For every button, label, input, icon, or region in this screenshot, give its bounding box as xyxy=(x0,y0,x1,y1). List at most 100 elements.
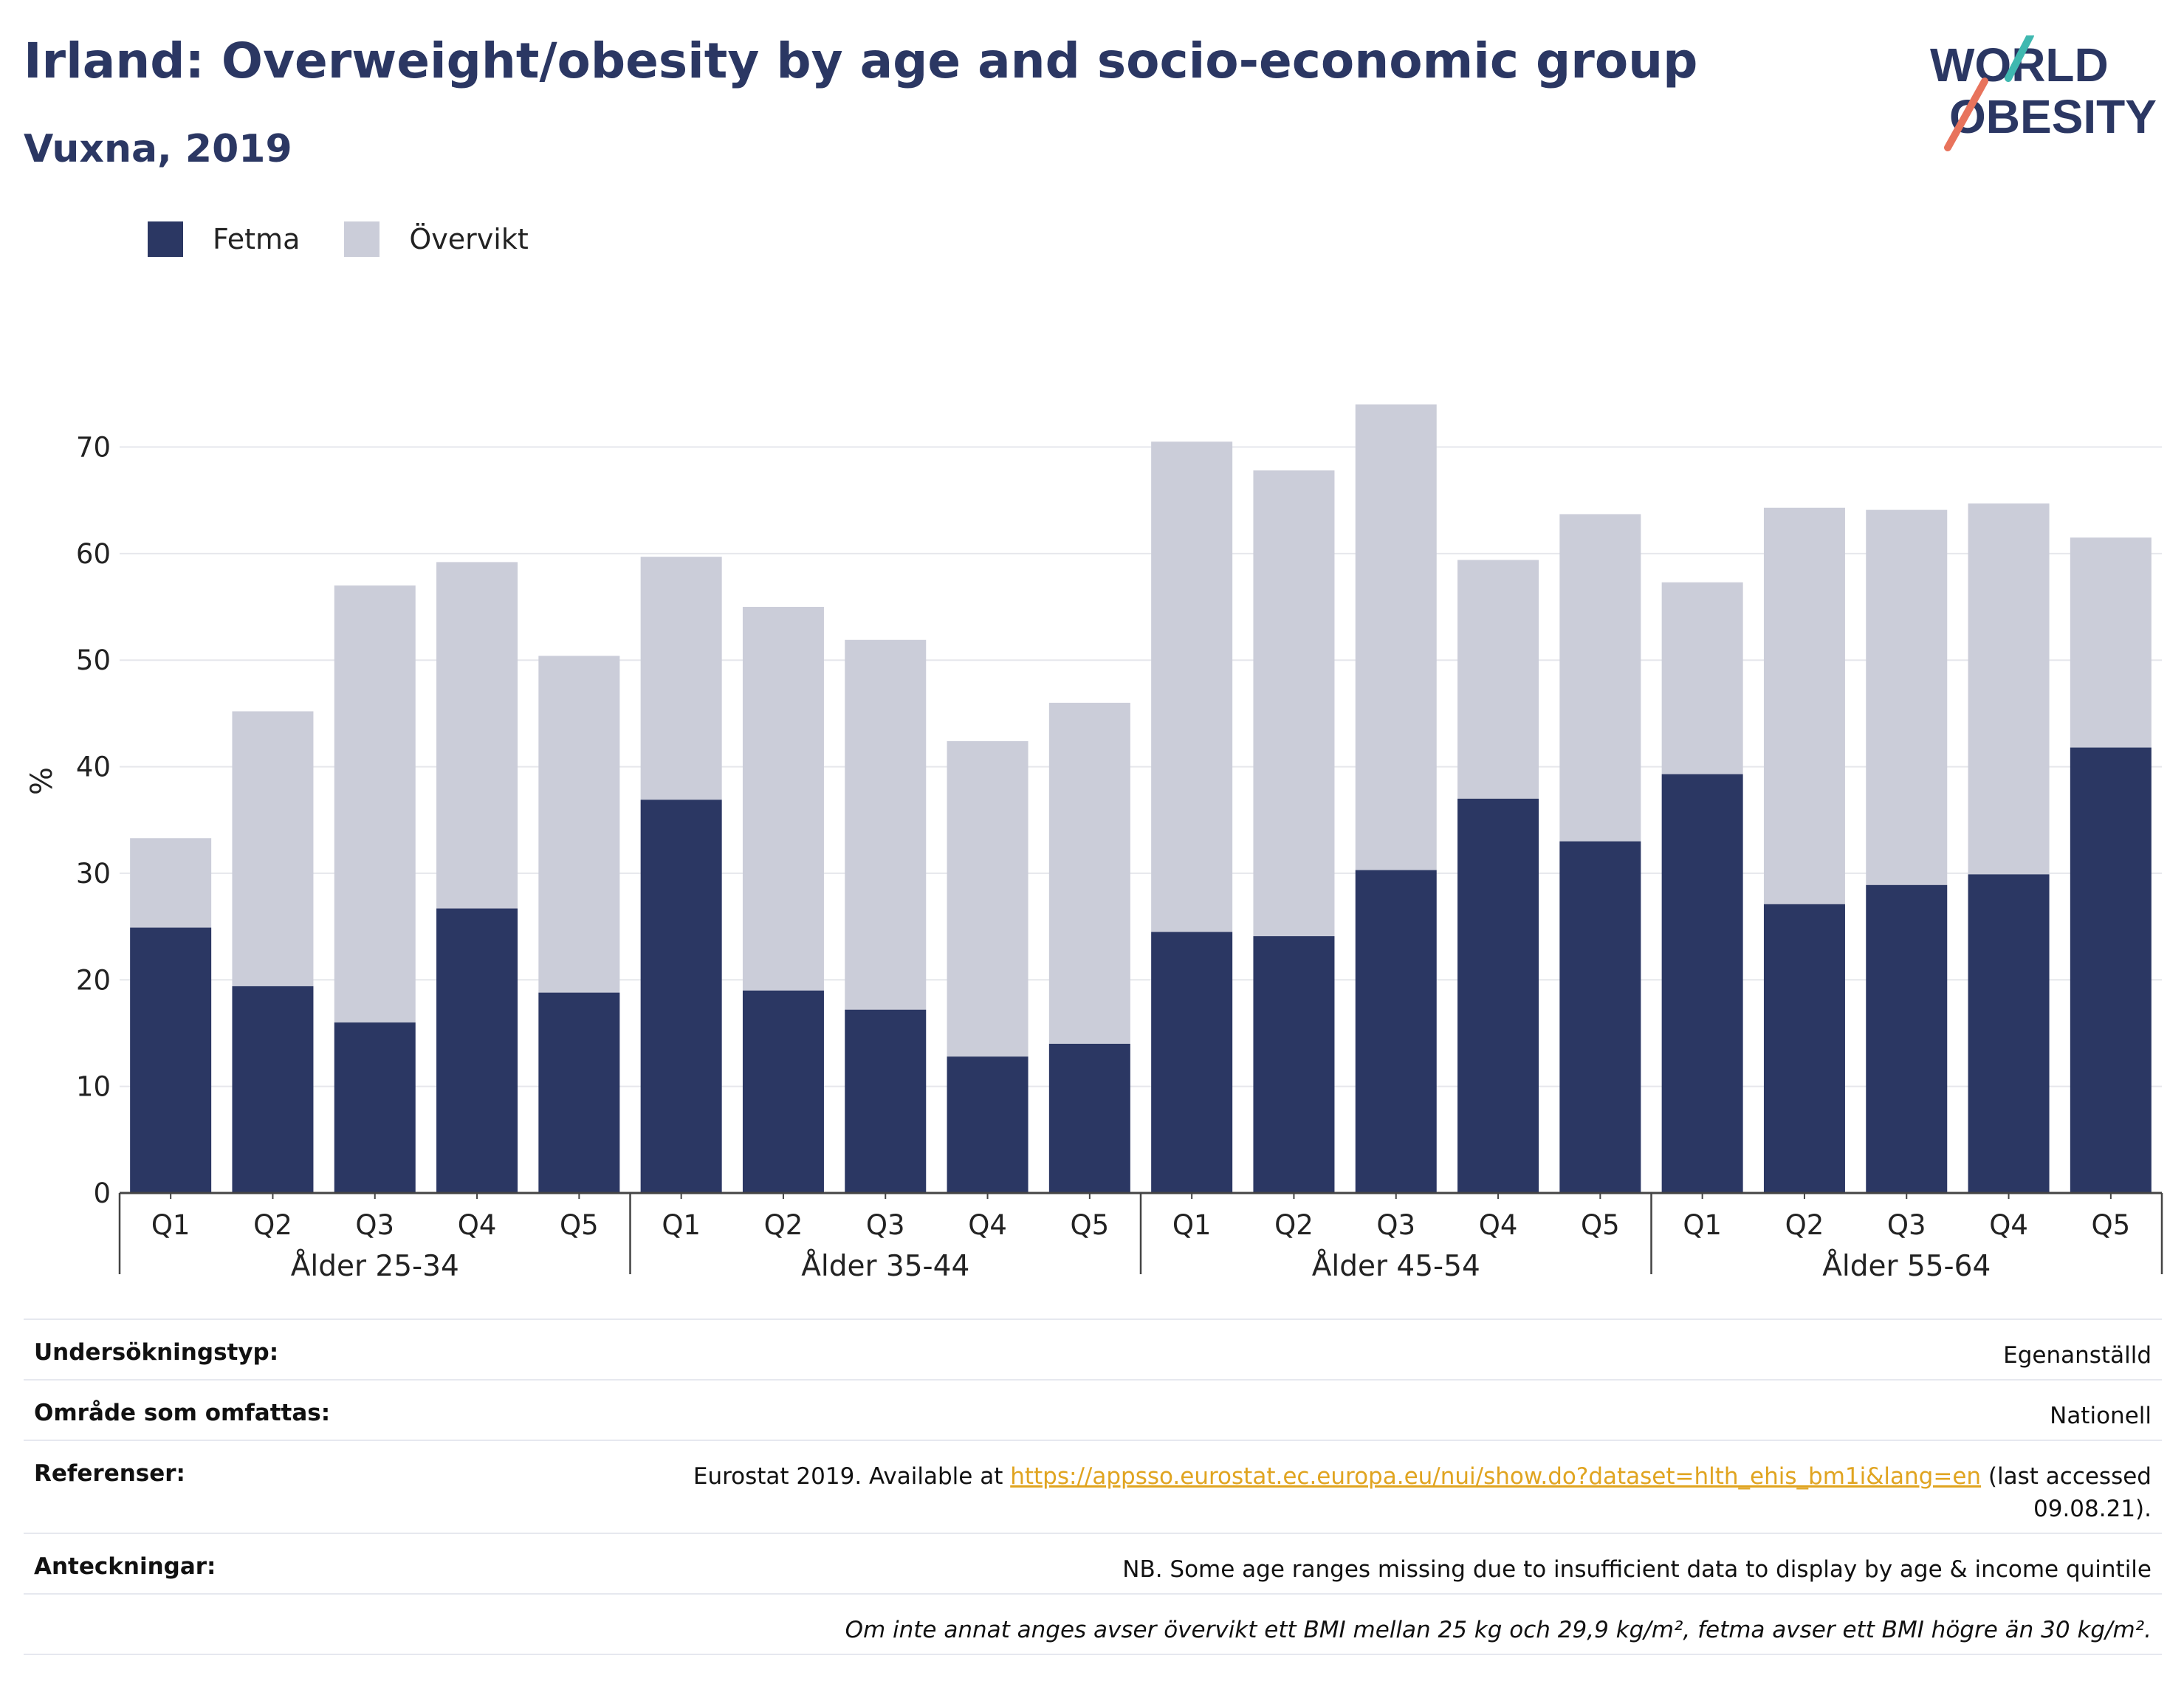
footer-label-references: Referenser: xyxy=(34,1460,185,1487)
bar-fetma[interactable] xyxy=(1968,874,2050,1193)
bar-fetma[interactable] xyxy=(1151,932,1233,1193)
footer-label-survey-type: Undersökningstyp: xyxy=(34,1339,279,1366)
bar-overvikt[interactable] xyxy=(334,585,416,1023)
x-tick-label: Q2 xyxy=(253,1209,292,1241)
legend-swatch-fetma xyxy=(148,221,183,257)
footer-bottom-divider xyxy=(24,1654,2162,1655)
bar-overvikt[interactable] xyxy=(1661,582,1743,774)
footer-row-survey-type: Undersökningstyp: Egenanställd xyxy=(24,1318,2162,1379)
bar-fetma[interactable] xyxy=(1763,904,1845,1193)
chart-legend: Fetma Övervikt xyxy=(148,219,573,260)
x-tick-label: Q1 xyxy=(1172,1209,1212,1241)
y-tick-label: 10 xyxy=(76,1071,111,1103)
logo-text-obesity: OBESITY xyxy=(1949,90,2157,143)
x-tick-label: Q1 xyxy=(1683,1209,1722,1241)
y-tick-label: 50 xyxy=(76,644,111,676)
bar-fetma[interactable] xyxy=(334,1022,416,1193)
bar-fetma[interactable] xyxy=(947,1056,1029,1193)
bar-overvikt[interactable] xyxy=(1763,507,1845,904)
bar-overvikt[interactable] xyxy=(1253,470,1335,937)
bar-overvikt[interactable] xyxy=(742,607,824,991)
x-tick-label: Q5 xyxy=(2092,1209,2131,1241)
bar-fetma[interactable] xyxy=(845,1009,927,1193)
bar-fetma[interactable] xyxy=(1661,774,1743,1193)
reference-link[interactable]: https://appsso.eurostat.ec.europa.eu/nui… xyxy=(1010,1463,1982,1490)
x-tick-label: Q2 xyxy=(1785,1209,1824,1241)
y-tick-label: 60 xyxy=(76,538,111,570)
x-tick-label: Q2 xyxy=(764,1209,803,1241)
reference-text-post: (last accessed 09.08.21). xyxy=(1981,1463,2152,1522)
x-tick-label: Q4 xyxy=(1989,1209,2028,1241)
x-group-label: Ålder 45-54 xyxy=(1312,1248,1480,1283)
bar-fetma[interactable] xyxy=(130,927,212,1193)
bar-overvikt[interactable] xyxy=(1866,509,1948,885)
footer-row-coverage: Område som omfattas: Nationell xyxy=(24,1379,2162,1440)
bar-overvikt[interactable] xyxy=(1048,702,1130,1044)
chart-footer: Undersökningstyp: Egenanställd Område so… xyxy=(24,1318,2162,1655)
y-tick-label: 30 xyxy=(76,858,111,890)
y-tick-label: 0 xyxy=(93,1177,111,1209)
x-tick-label: Q3 xyxy=(355,1209,394,1241)
bar-overvikt[interactable] xyxy=(1355,404,1437,870)
bar-fetma[interactable] xyxy=(640,800,722,1193)
bar-overvikt[interactable] xyxy=(1457,560,1539,799)
x-tick-label: Q3 xyxy=(1887,1209,1926,1241)
y-axis-label: % xyxy=(25,767,59,795)
bar-overvikt[interactable] xyxy=(2070,537,2152,748)
footer-value-notes: NB. Some age ranges missing due to insuf… xyxy=(1122,1556,2152,1583)
x-tick-label: Q3 xyxy=(1376,1209,1415,1241)
x-tick-label: Q5 xyxy=(1071,1209,1110,1241)
bar-fetma[interactable] xyxy=(1355,870,1437,1193)
logo-slash-teal xyxy=(2005,35,2034,82)
y-tick-label: 40 xyxy=(76,752,111,783)
footer-value-coverage: Nationell xyxy=(2050,1403,2152,1429)
y-tick-label: 20 xyxy=(76,964,111,996)
bar-fetma[interactable] xyxy=(742,990,824,1193)
bar-fetma[interactable] xyxy=(436,908,518,1193)
legend-label-fetma: Fetma xyxy=(213,223,301,255)
x-tick-label: Q1 xyxy=(662,1209,701,1241)
x-group-label: Ålder 35-44 xyxy=(801,1248,969,1283)
bar-overvikt[interactable] xyxy=(1968,503,2050,875)
bar-overvikt[interactable] xyxy=(640,557,722,800)
bar-fetma[interactable] xyxy=(232,986,314,1193)
x-tick-label: Q3 xyxy=(866,1209,905,1241)
y-tick-label: 70 xyxy=(76,431,111,463)
bar-fetma[interactable] xyxy=(2070,747,2152,1193)
bar-fetma[interactable] xyxy=(1253,936,1335,1193)
world-obesity-logo: WORLD OBESITY xyxy=(1930,35,2157,151)
legend-item-fetma[interactable]: Fetma xyxy=(148,221,300,257)
x-tick-label: Q2 xyxy=(1274,1209,1314,1241)
footer-label-notes: Anteckningar: xyxy=(34,1553,216,1580)
legend-swatch-overvikt xyxy=(344,221,380,257)
page-subtitle: Vuxna, 2019 xyxy=(24,127,292,171)
bar-overvikt[interactable] xyxy=(436,562,518,909)
x-tick-label: Q5 xyxy=(560,1209,599,1241)
footer-label-coverage: Område som omfattas: xyxy=(34,1400,331,1426)
bar-overvikt[interactable] xyxy=(1559,514,1641,842)
bar-fetma[interactable] xyxy=(1559,841,1641,1193)
footer-row-references: Referenser: Eurostat 2019. Available at … xyxy=(24,1440,2162,1533)
bar-fetma[interactable] xyxy=(1866,884,1948,1193)
bar-overvikt[interactable] xyxy=(845,639,927,1010)
footer-bmi-note: Om inte annat anges avser övervikt ett B… xyxy=(845,1617,2152,1643)
logo-slash-coral xyxy=(1944,78,1988,151)
x-tick-label: Q5 xyxy=(1581,1209,1620,1241)
bar-overvikt[interactable] xyxy=(947,740,1029,1057)
bar-fetma[interactable] xyxy=(538,992,620,1193)
bar-fetma[interactable] xyxy=(1457,798,1539,1193)
legend-item-overvikt[interactable]: Övervikt xyxy=(344,221,529,257)
bar-overvikt[interactable] xyxy=(232,711,314,986)
x-tick-label: Q4 xyxy=(1479,1209,1518,1241)
bar-fetma[interactable] xyxy=(1048,1043,1130,1193)
footer-row-notes: Anteckningar: NB. Some age ranges missin… xyxy=(24,1533,2162,1593)
bar-overvikt[interactable] xyxy=(130,838,212,928)
footer-value-references: Eurostat 2019. Available at https://apps… xyxy=(675,1460,2152,1525)
bar-overvikt[interactable] xyxy=(1151,441,1233,932)
stacked-bar-chart: 0 10 20 30 40 50 60 70% Q1 Q2 Q3 Q4 Q5 Ålder 25-34 Q1 Q… xyxy=(25,404,2163,1283)
footer-row-bmi-note: Om inte annat anges avser övervikt ett B… xyxy=(24,1593,2162,1654)
reference-text-pre: Eurostat 2019. Available at xyxy=(693,1463,1011,1490)
x-tick-label: Q4 xyxy=(458,1209,497,1241)
x-group-label: Ålder 25-34 xyxy=(291,1248,459,1283)
bar-overvikt[interactable] xyxy=(538,656,620,993)
